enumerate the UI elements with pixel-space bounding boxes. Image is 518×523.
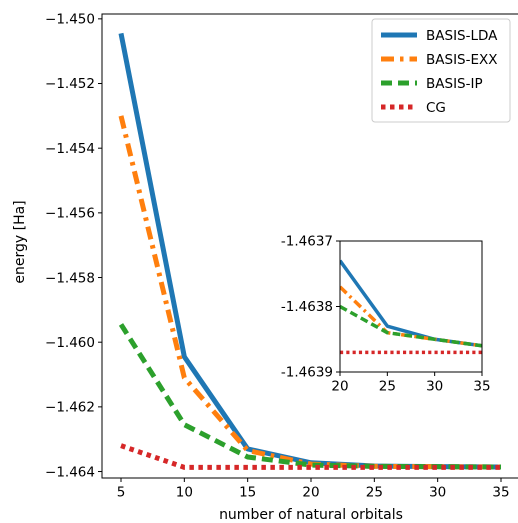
main-y-tick-label: −1.460 — [45, 335, 95, 351]
legend: BASIS-LDA BASIS-EXX BASIS-IP CG — [371, 18, 511, 123]
inset-y-tick-label: -1.4639 — [281, 365, 333, 381]
main-x-tick-label: 5 — [117, 485, 126, 501]
main-x-tick-label: 30 — [429, 485, 446, 501]
inset-y-tick-label: -1.4637 — [281, 234, 333, 250]
main-x-tick-label: 25 — [366, 485, 383, 501]
legend-label-basis-lda: BASIS-LDA — [426, 28, 498, 44]
main-series-line-basis-ip — [118, 323, 502, 470]
inset-x-tick-label: 20 — [331, 379, 348, 395]
inset-x-tick-label: 25 — [379, 379, 396, 395]
main-y-tick-label: −1.462 — [45, 400, 95, 416]
main-y-tick-label: −1.452 — [45, 76, 95, 92]
main-x-tick-label: 35 — [492, 485, 509, 501]
main-series-line-basis-exx — [118, 115, 502, 470]
main-x-tick-label: 20 — [302, 485, 319, 501]
inset-plot: 20 25 30 35 -1.4637 -1.4638 -1.4639 — [281, 234, 491, 395]
legend-label-basis-exx: BASIS-EXX — [426, 52, 498, 68]
inset-x-tick-label: 35 — [473, 379, 490, 395]
legend-label-basis-ip: BASIS-IP — [426, 76, 483, 92]
inset-y-tick-label: -1.4638 — [281, 299, 333, 315]
inset-plot-area — [340, 241, 482, 372]
y-axis-label: energy [Ha] — [12, 200, 28, 283]
main-y-tick-label: −1.464 — [45, 464, 95, 480]
main-y-tick-label: −1.450 — [45, 12, 95, 28]
inset-x-tick-label: 30 — [426, 379, 443, 395]
inset-series-lines — [340, 259, 482, 355]
main-y-tick-label: −1.458 — [45, 270, 95, 286]
main-series-line-cg — [120, 443, 501, 470]
x-axis-label: number of natural orbitals — [219, 507, 403, 523]
legend-label-cg: CG — [426, 100, 446, 116]
main-x-tick-label: 10 — [176, 485, 193, 501]
inset-series-line-basis-ip — [340, 304, 482, 348]
main-y-tick-label: −1.456 — [45, 206, 95, 222]
main-x-tick-label: 15 — [239, 485, 256, 501]
main-series-lines — [118, 32, 502, 470]
main-y-tick-label: −1.454 — [45, 141, 95, 157]
legend-box — [371, 18, 511, 123]
